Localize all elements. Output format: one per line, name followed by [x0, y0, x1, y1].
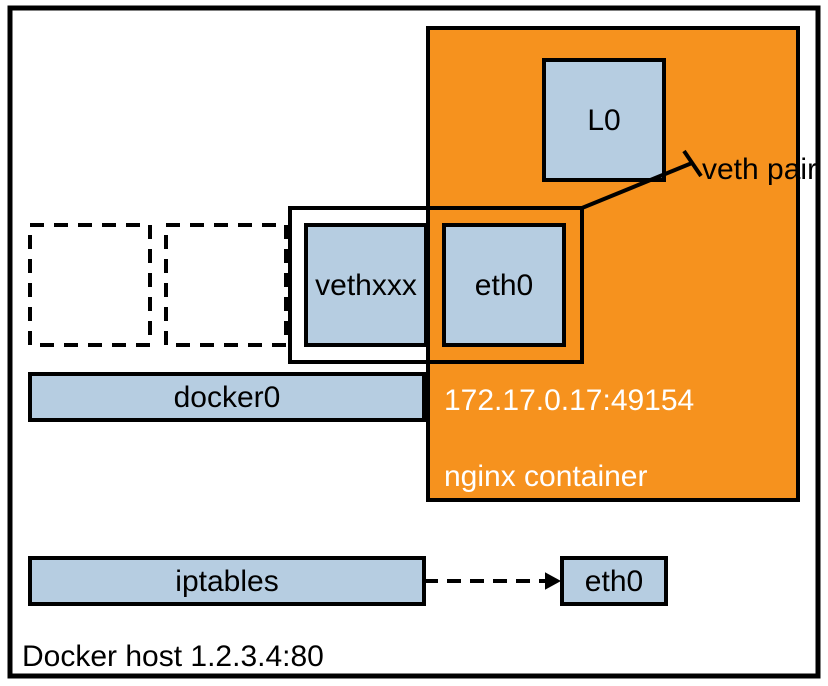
eth0-top-box-label: eth0	[475, 269, 533, 302]
lo-box-label: L0	[587, 104, 620, 137]
docker0-box-label: docker0	[174, 381, 281, 414]
iptables-box-label: iptables	[175, 565, 278, 598]
eth0-bottom-box-label: eth0	[585, 565, 643, 598]
label-host: Docker host 1.2.3.4:80	[22, 640, 324, 673]
label-nginx: nginx container	[444, 460, 647, 493]
label-ip: 172.17.0.17:49154	[444, 384, 694, 417]
label-veth_pair: veth pair	[702, 153, 817, 186]
vethxxx-box-label: vethxxx	[315, 269, 417, 302]
